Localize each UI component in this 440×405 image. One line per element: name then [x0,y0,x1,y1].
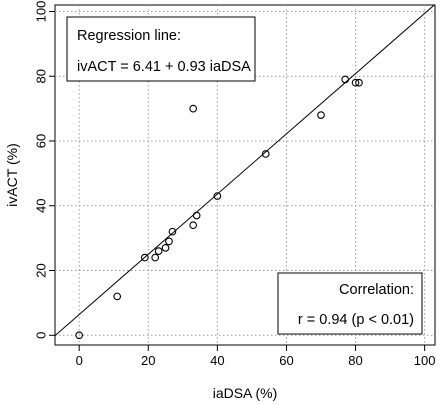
data-point [168,227,177,236]
regression-equation: ivACT = 6.41 + 0.93 iaDSA [77,59,251,75]
x-tick-label: 80 [348,353,362,368]
data-point [213,192,222,200]
data-point [261,150,270,158]
data-point [154,247,163,255]
data-point [192,211,201,220]
data-point [355,78,363,87]
data-point [351,78,360,87]
axis-ticks: 0 20 40 60 80 100 0 20 40 60 80 100 [34,1,436,368]
regression-box [66,16,256,82]
correlation-box [277,272,423,335]
regression-annotation: Regression line: ivACT = 6.41 + 0.93 iaD… [66,16,256,82]
data-point [317,111,325,119]
y-tick-label: 0 [34,332,49,339]
x-tick-label: 60 [279,353,293,368]
data-points [75,75,363,340]
x-tick-label: 40 [210,353,224,368]
regression-line [55,5,435,336]
x-axis-title: iaDSA (%) [213,385,278,401]
data-point [341,75,350,84]
y-tick-label: 80 [34,69,49,83]
regression-line-group [55,5,435,336]
data-point [161,244,170,252]
x-tick-label: 100 [414,353,436,368]
x-tick-label: 20 [141,353,155,368]
correlation-value: r = 0.94 (p < 0.01) [298,312,414,328]
x-tick-label: 0 [76,353,83,368]
correlation-title: Correlation: [339,282,414,298]
data-point [151,253,160,262]
y-tick-label: 100 [34,1,49,23]
y-tick-label: 60 [34,134,49,148]
data-point [189,104,198,113]
data-point [113,292,122,301]
data-point [75,331,84,340]
y-axis-title: ivACT (%) [4,143,20,207]
plot-area [54,4,436,346]
data-point [140,253,149,262]
regression-title: Regression line: [77,28,181,44]
data-point [165,237,173,246]
correlation-annotation: Correlation: r = 0.94 (p < 0.01) [277,272,423,335]
y-tick-label: 20 [34,263,49,277]
data-point [189,221,198,230]
y-tick-label: 40 [34,199,49,213]
